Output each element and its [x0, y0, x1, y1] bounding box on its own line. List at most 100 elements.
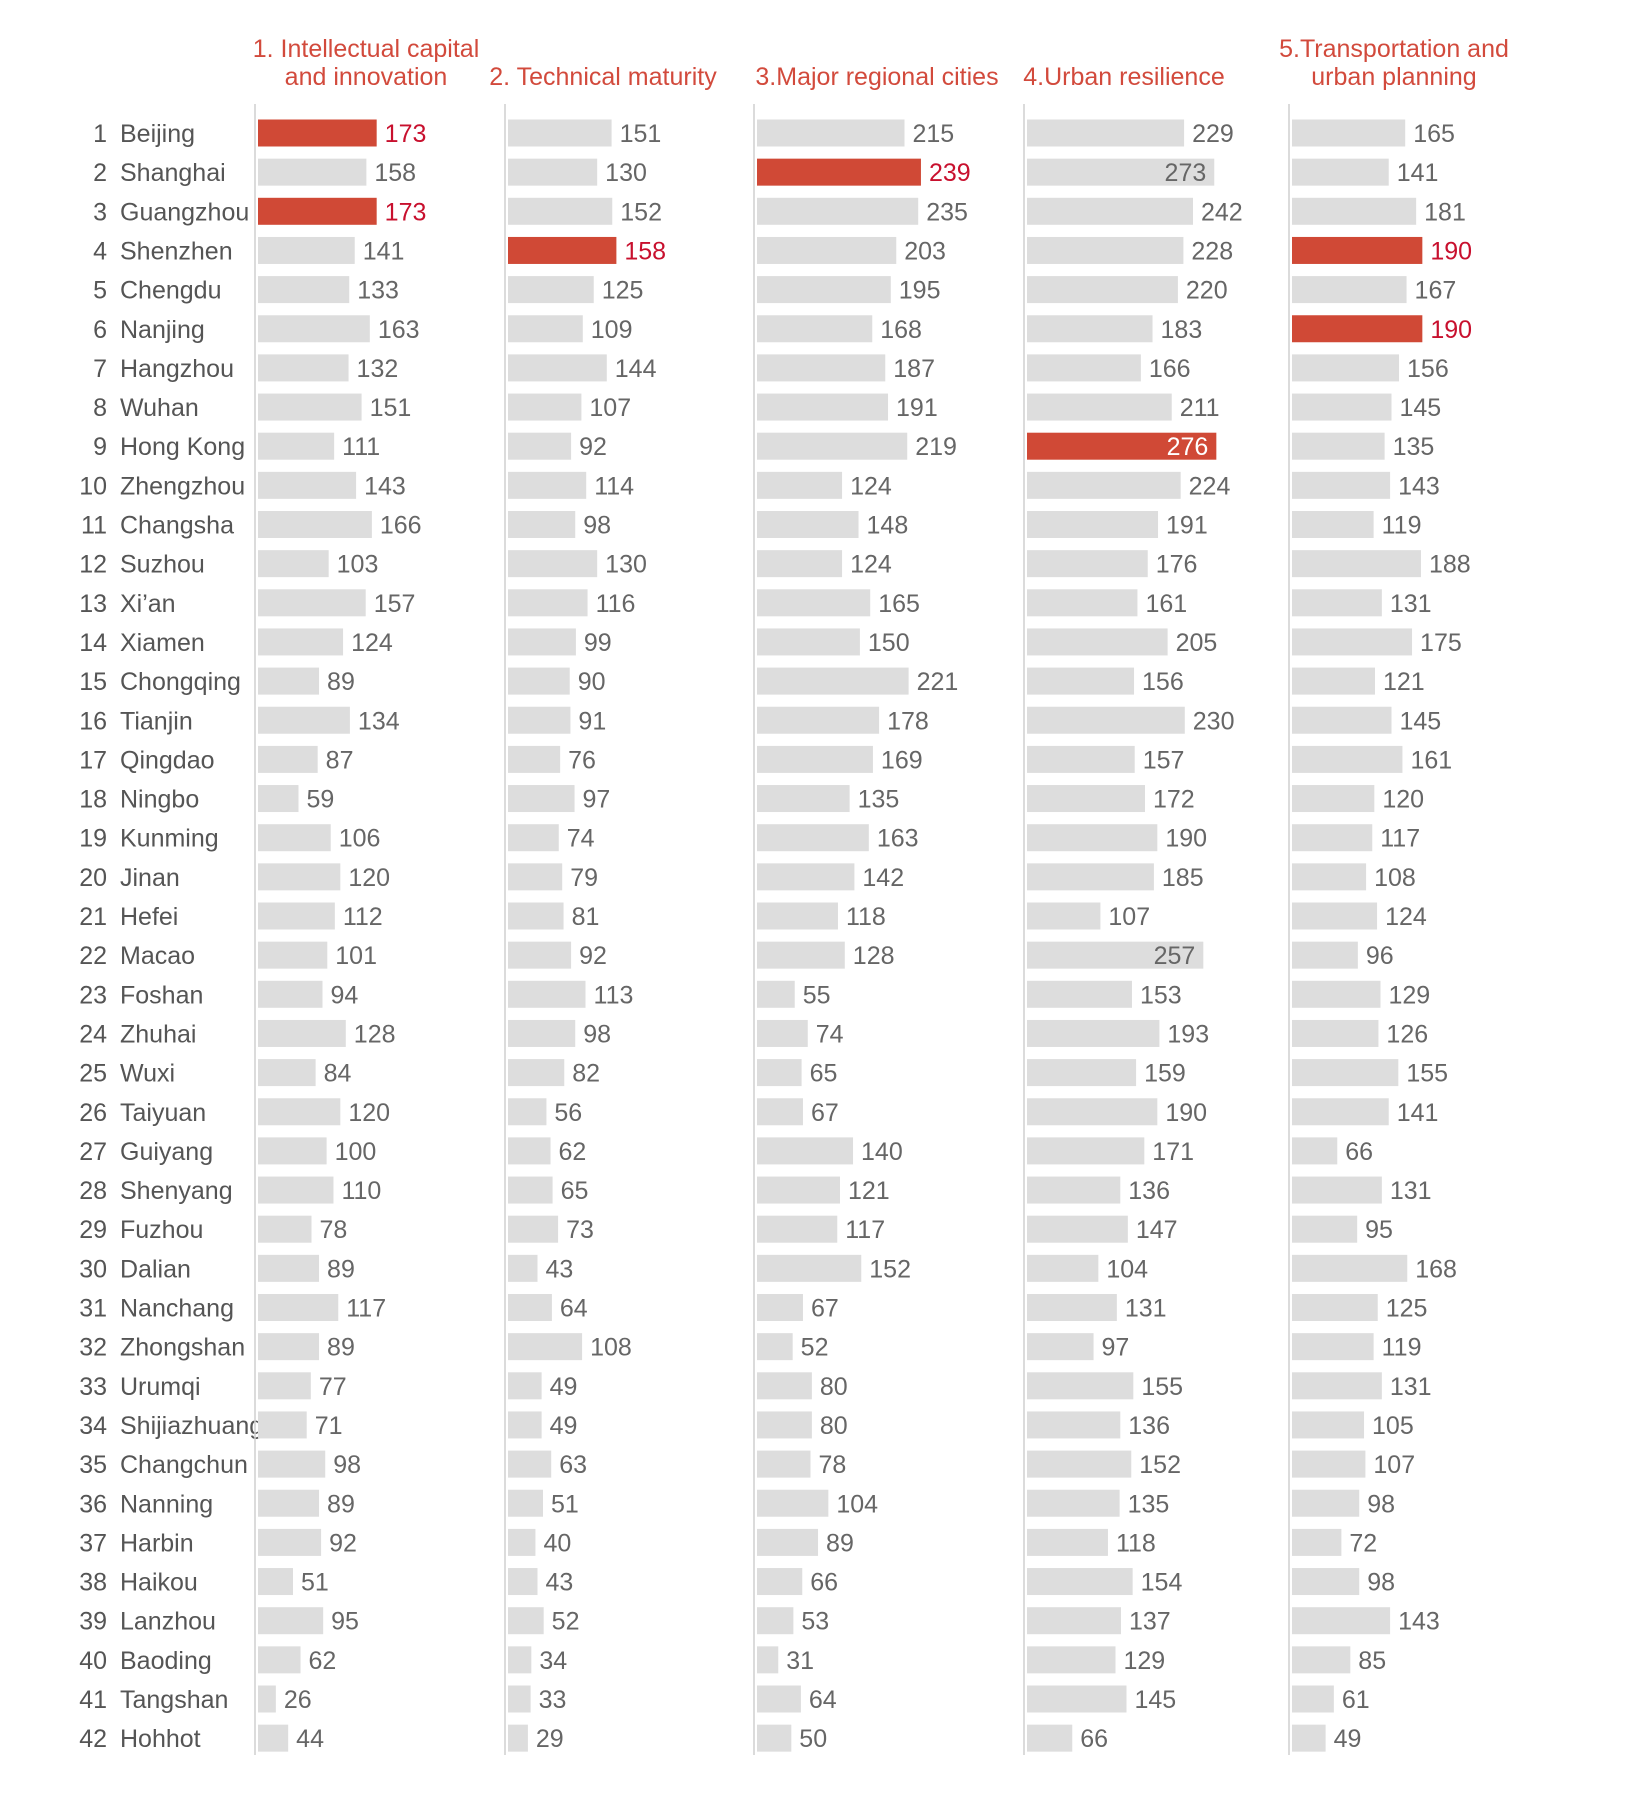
- city-label: Tianjin: [120, 707, 193, 735]
- bar: [1027, 1019, 1160, 1047]
- rank-label: 8: [93, 394, 107, 422]
- bar: [1292, 902, 1378, 930]
- city-label: Beijing: [120, 120, 195, 148]
- bar: [258, 1098, 341, 1126]
- city-label: Fuzhou: [120, 1216, 203, 1244]
- bar: [258, 354, 349, 382]
- value-label: 108: [590, 1334, 632, 1362]
- value-label: 114: [594, 472, 634, 500]
- bar: [1292, 236, 1423, 264]
- value-label: 107: [1108, 903, 1150, 931]
- value-label: 143: [1398, 1608, 1440, 1636]
- bar: [757, 197, 919, 225]
- bar: [757, 1176, 841, 1204]
- rank-label: 19: [79, 825, 107, 853]
- bar: [258, 980, 323, 1008]
- city-label: Wuhan: [120, 394, 199, 422]
- bar: [1027, 158, 1215, 186]
- value-label: 131: [1390, 1177, 1432, 1205]
- bar: [508, 158, 598, 186]
- value-label: 95: [1365, 1216, 1393, 1244]
- bar: [757, 1059, 802, 1087]
- value-label: 89: [826, 1529, 854, 1557]
- bar: [757, 1489, 829, 1517]
- bar: [757, 471, 843, 499]
- bar: [757, 354, 886, 382]
- bar: [258, 941, 328, 969]
- value-label: 112: [343, 903, 383, 931]
- value-label: 51: [551, 1490, 579, 1518]
- bar: [508, 589, 588, 617]
- bar: [258, 1176, 334, 1204]
- value-label: 153: [1140, 981, 1182, 1009]
- bar: [258, 1333, 320, 1361]
- value-label: 137: [1129, 1608, 1171, 1636]
- value-label: 106: [339, 825, 381, 853]
- bar: [508, 667, 570, 695]
- city-label: Kunming: [120, 825, 219, 853]
- city-label: Changchun: [120, 1451, 248, 1479]
- value-label: 242: [1201, 198, 1243, 226]
- bar: [1027, 1059, 1137, 1087]
- bar: [258, 1411, 307, 1439]
- bar: [508, 393, 582, 421]
- value-label: 74: [816, 1020, 844, 1048]
- value-label: 156: [1142, 668, 1184, 696]
- value-label: 131: [1125, 1295, 1167, 1323]
- bar: [258, 471, 357, 499]
- rank-label: 5: [93, 277, 107, 305]
- value-label: 168: [880, 316, 922, 344]
- bar: [258, 276, 350, 304]
- value-label: 230: [1193, 707, 1235, 735]
- value-label: 190: [1430, 237, 1472, 265]
- value-label: 81: [572, 903, 600, 931]
- value-label: 130: [605, 551, 647, 579]
- bar: [1292, 1411, 1365, 1439]
- value-label: 220: [1186, 277, 1228, 305]
- value-label: 97: [1102, 1334, 1130, 1362]
- bar: [508, 1685, 531, 1713]
- rank-label: 4: [93, 237, 107, 265]
- value-label: 135: [858, 786, 900, 814]
- value-label: 136: [1128, 1412, 1170, 1440]
- city-label: Shijiazhuang: [120, 1412, 263, 1440]
- bar: [508, 863, 563, 891]
- value-label: 89: [327, 1334, 355, 1362]
- value-label: 142: [862, 864, 904, 892]
- panel-title: 3.Major regional cities: [755, 63, 998, 91]
- bar: [258, 589, 366, 617]
- bar: [1292, 1098, 1389, 1126]
- city-label: Shenyang: [120, 1177, 233, 1205]
- value-label: 43: [545, 1255, 573, 1283]
- value-label: 92: [329, 1529, 357, 1557]
- value-label: 61: [1342, 1686, 1370, 1714]
- bar: [1027, 1294, 1117, 1321]
- bar: [757, 1098, 803, 1126]
- rank-label: 24: [79, 1020, 107, 1048]
- bar: [1292, 706, 1392, 734]
- value-label: 85: [1358, 1647, 1386, 1675]
- bar: [258, 432, 335, 460]
- bar: [757, 628, 860, 656]
- bar: [258, 1724, 289, 1752]
- city-label: Chongqing: [120, 668, 241, 696]
- panel-title: and innovation: [285, 63, 448, 91]
- value-label: 82: [572, 1060, 600, 1088]
- bar: [1027, 941, 1204, 969]
- value-label: 143: [364, 472, 406, 500]
- bar: [757, 1372, 812, 1400]
- value-label: 158: [374, 159, 416, 187]
- bar: [1027, 197, 1194, 225]
- value-label: 145: [1399, 707, 1441, 735]
- value-label: 26: [284, 1686, 312, 1714]
- value-label: 89: [327, 1255, 355, 1283]
- value-label: 219: [915, 433, 957, 461]
- bar: [1292, 1450, 1366, 1478]
- bar: [258, 706, 350, 734]
- bar: [757, 1411, 812, 1439]
- value-label: 63: [559, 1451, 587, 1479]
- bar: [508, 706, 571, 734]
- bar: [757, 276, 891, 304]
- value-label: 144: [615, 355, 657, 383]
